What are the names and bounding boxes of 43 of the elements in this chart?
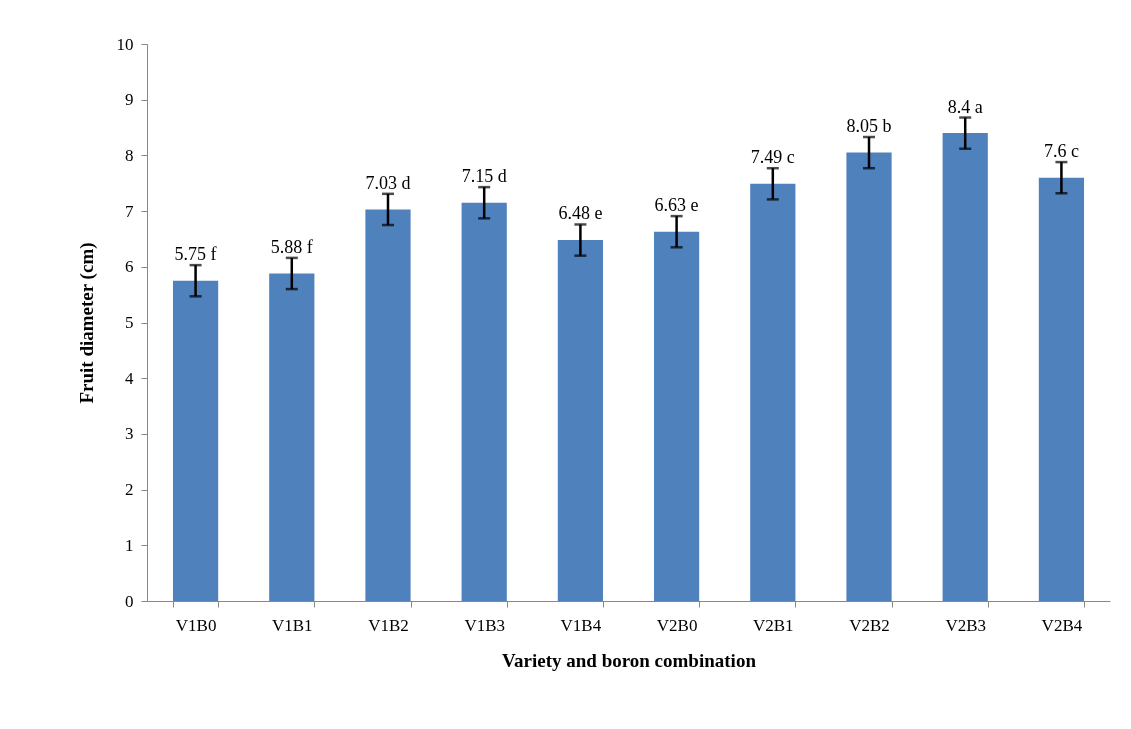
bar <box>172 280 219 601</box>
y-tick-label: 1 <box>125 535 134 555</box>
y-tick-label: 5 <box>125 313 134 332</box>
y-tick-label: 0 <box>125 591 134 611</box>
data-label: 7.15 d <box>461 166 507 187</box>
bar <box>942 133 988 601</box>
bar <box>653 231 700 601</box>
x-tick-label: V1B3 <box>464 615 506 635</box>
data-label: 8.05 b <box>846 116 892 137</box>
y-axis-title: Fruit diameter (cm) <box>75 242 98 404</box>
y-tick-label: 2 <box>125 480 134 500</box>
x-axis-title: Variety and boron combination <box>502 649 757 671</box>
y-tick-label: 4 <box>125 368 134 388</box>
x-tick-label: V1B2 <box>368 615 409 635</box>
x-tick-label: V2B4 <box>1041 615 1083 635</box>
bar <box>269 273 315 601</box>
bar <box>461 202 507 601</box>
x-tick-label: V1B0 <box>175 615 217 635</box>
x-tick-label: V2B2 <box>849 615 890 635</box>
x-tick-label: V1B1 <box>271 615 313 635</box>
data-label: 6.63 e <box>654 195 699 216</box>
y-tick-label: 7 <box>125 201 134 221</box>
bar <box>750 183 796 601</box>
data-label: 6.48 e <box>558 203 603 224</box>
y-tick-label: 6 <box>125 257 134 277</box>
x-tick-label: V2B0 <box>656 615 698 635</box>
data-label: 5.75 f <box>174 244 217 265</box>
data-label: 7.6 c <box>1043 141 1079 162</box>
y-tick-label: 9 <box>125 90 134 110</box>
bar <box>1038 177 1085 601</box>
y-tick-label: 3 <box>125 424 134 444</box>
bar <box>557 240 604 601</box>
data-label: 7.03 d <box>365 172 411 193</box>
y-tick-label: 8 <box>125 145 134 165</box>
bar <box>846 152 892 601</box>
data-label: 8.4 a <box>947 96 983 117</box>
x-tick-label: V1B4 <box>560 615 602 635</box>
bar <box>365 209 411 601</box>
data-label: 7.49 c <box>750 147 795 168</box>
data-label: 5.88 f <box>270 236 313 257</box>
x-tick-label: V2B1 <box>752 615 794 635</box>
y-tick-label: 10 <box>116 34 134 54</box>
x-tick-label: V2B3 <box>945 615 987 635</box>
